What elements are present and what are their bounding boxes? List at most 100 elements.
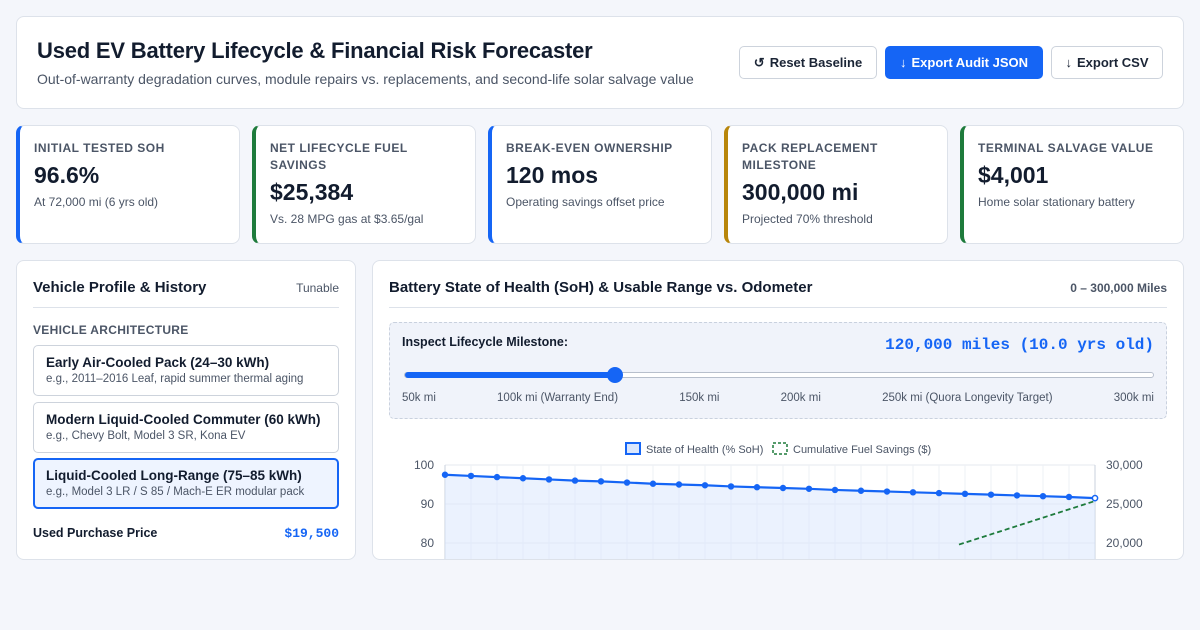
panel-title: Vehicle Profile & History <box>33 279 207 296</box>
slider-tick-row: 50k mi 100k mi (Warranty End) 150k mi 20… <box>402 392 1154 404</box>
soh-point <box>1091 494 1099 502</box>
kpi-card-break-even: Break-Even Ownership 120 mos Operating s… <box>488 125 712 244</box>
soh-line <box>444 473 1096 500</box>
kpi-note: Vs. 28 MPG gas at $3.65/gal <box>270 212 424 226</box>
architecture-desc: e.g., Model 3 LR / S 85 / Mach-E ER modu… <box>46 486 305 498</box>
soh-point <box>545 476 553 483</box>
mileage-range-tag: 0 – 300,000 Miles <box>1070 281 1167 295</box>
section-label: Vehicle Architecture <box>33 323 189 337</box>
kpi-note: Operating savings offset price <box>506 195 665 209</box>
kpi-value: $25,384 <box>270 179 354 205</box>
slider-tick: 200k mi <box>780 392 821 404</box>
kpi-card-fuel-savings: Net Lifecycle Fuel Savings $25,384 Vs. 2… <box>252 125 476 244</box>
kpi-note: Home solar stationary battery <box>978 195 1135 209</box>
slider-fill <box>405 372 615 378</box>
kpi-label: Terminal Salvage Value <box>978 141 1154 155</box>
y-tick-label-right: 20,000 <box>1106 536 1143 550</box>
soh-point <box>1065 493 1073 501</box>
kpi-value: 120 mos <box>506 162 599 188</box>
soh-point <box>727 483 735 490</box>
divider <box>389 307 1167 308</box>
kpi-value: $4,001 <box>978 162 1049 188</box>
architecture-desc: e.g., 2011–2016 Leaf, rapid summer therm… <box>46 373 304 385</box>
chart-marks <box>441 471 1099 559</box>
page-subtitle: Out-of-warranty degradation curves, modu… <box>37 71 694 87</box>
y-tick-label-right: 25,000 <box>1106 497 1143 511</box>
legend-label-soh: State of Health (% SoH) <box>646 444 763 456</box>
soh-area <box>445 474 1095 559</box>
reset-baseline-label: Reset Baseline <box>769 55 863 70</box>
soh-point <box>831 486 839 494</box>
soh-point <box>701 482 709 489</box>
export-audit-json-label: Export Audit JSON <box>911 55 1029 70</box>
soh-chart: State of Health (% SoH) Cumulative Fuel … <box>414 442 1143 559</box>
soh-point <box>493 473 501 481</box>
legend-label-fuel: Cumulative Fuel Savings ($) <box>793 444 931 456</box>
slider-tick: 300k mi <box>1113 392 1154 404</box>
architecture-option-liquid-cooled-commuter[interactable]: Modern Liquid-Cooled Commuter (60 kWh) e… <box>33 402 339 453</box>
architecture-name: Early Air-Cooled Pack (24–30 kWh) <box>46 355 270 370</box>
kpi-label: Pack Replacement Milestone <box>742 141 878 172</box>
soh-point <box>883 488 891 495</box>
soh-point <box>519 475 527 482</box>
kpi-card-pack-replacement: Pack Replacement Milestone 300,000 mi Pr… <box>724 125 948 244</box>
architecture-name: Modern Liquid-Cooled Commuter (60 kWh) <box>46 412 321 427</box>
architecture-name: Liquid-Cooled Long-Range (75–85 kWh) <box>46 468 302 483</box>
soh-point <box>753 484 761 491</box>
kpi-card-initial-soh: Initial Tested SoH 96.6% At 72,000 mi (6… <box>16 125 240 244</box>
soh-point <box>1013 492 1021 499</box>
milestone-slider[interactable] <box>404 367 1154 383</box>
reset-icon: ↺ <box>753 54 765 70</box>
soh-point <box>857 487 865 494</box>
soh-point <box>623 479 631 486</box>
header-card: Used EV Battery Lifecycle & Financial Ri… <box>16 16 1184 109</box>
chart-legend: State of Health (% SoH) Cumulative Fuel … <box>625 442 931 456</box>
soh-point <box>779 484 787 492</box>
architecture-option-air-cooled[interactable]: Early Air-Cooled Pack (24–30 kWh) e.g., … <box>33 345 339 396</box>
soh-point <box>805 485 813 492</box>
soh-point <box>935 489 943 497</box>
architecture-desc: e.g., Chevy Bolt, Model 3 SR, Kona EV <box>46 430 246 442</box>
slider-thumb[interactable] <box>607 367 623 383</box>
soh-point <box>467 472 475 480</box>
purchase-price-value: $19,500 <box>284 526 339 541</box>
slider-tick: 150k mi <box>679 392 720 404</box>
architecture-option-liquid-cooled-long-range[interactable]: Liquid-Cooled Long-Range (75–85 kWh) e.g… <box>33 458 339 509</box>
kpi-value: 300,000 mi <box>742 179 859 205</box>
kpi-note: At 72,000 mi (6 yrs old) <box>34 195 159 209</box>
soh-point <box>441 471 449 478</box>
kpi-note: Projected 70% threshold <box>742 212 873 226</box>
kpi-label: Net Lifecycle Fuel Savings <box>270 141 408 172</box>
soh-point <box>649 480 657 487</box>
legend-swatch-fuel <box>772 442 788 455</box>
legend-swatch-soh <box>625 442 641 455</box>
slider-tick: 250k mi (Quora Longevity Target) <box>882 392 1053 404</box>
kpi-label: Break-Even Ownership <box>506 141 673 155</box>
panel-tag: Tunable <box>296 281 339 295</box>
download-icon: ↓ <box>1065 55 1072 70</box>
kpi-card-salvage-value: Terminal Salvage Value $4,001 Home solar… <box>960 125 1184 244</box>
soh-point <box>571 477 579 484</box>
soh-point <box>1039 493 1047 500</box>
export-csv-label: Export CSV <box>1076 55 1149 70</box>
export-csv-button[interactable]: ↓ Export CSV <box>1051 46 1163 79</box>
divider <box>33 307 339 308</box>
soh-chart-panel: Battery State of Health (SoH) & Usable R… <box>372 260 1184 560</box>
soh-point <box>987 491 995 498</box>
milestone-inspector: Inspect Lifecycle Milestone: 120,000 mil… <box>389 322 1167 419</box>
panel-title: Battery State of Health (SoH) & Usable R… <box>389 279 813 296</box>
download-icon: ↓ <box>899 55 907 70</box>
y-tick-label-right: 30,000 <box>1106 458 1143 472</box>
milestone-readout: 120,000 miles (10.0 yrs old) <box>885 336 1154 354</box>
kpi-label: Initial Tested SoH <box>34 141 165 155</box>
export-audit-json-button[interactable]: ↓ Export Audit JSON <box>885 46 1043 79</box>
reset-baseline-button[interactable]: ↺ Reset Baseline <box>739 46 877 79</box>
slider-tick: 50k mi <box>402 392 436 404</box>
soh-point <box>909 489 917 496</box>
soh-point <box>597 478 605 485</box>
y-tick-label-left: 100 <box>414 458 434 472</box>
y-tick-label-left: 90 <box>421 497 435 511</box>
vehicle-profile-panel: Vehicle Profile & History Tunable Vehicl… <box>16 260 356 560</box>
page-title: Used EV Battery Lifecycle & Financial Ri… <box>37 38 593 63</box>
y-tick-label-left: 80 <box>421 536 435 550</box>
